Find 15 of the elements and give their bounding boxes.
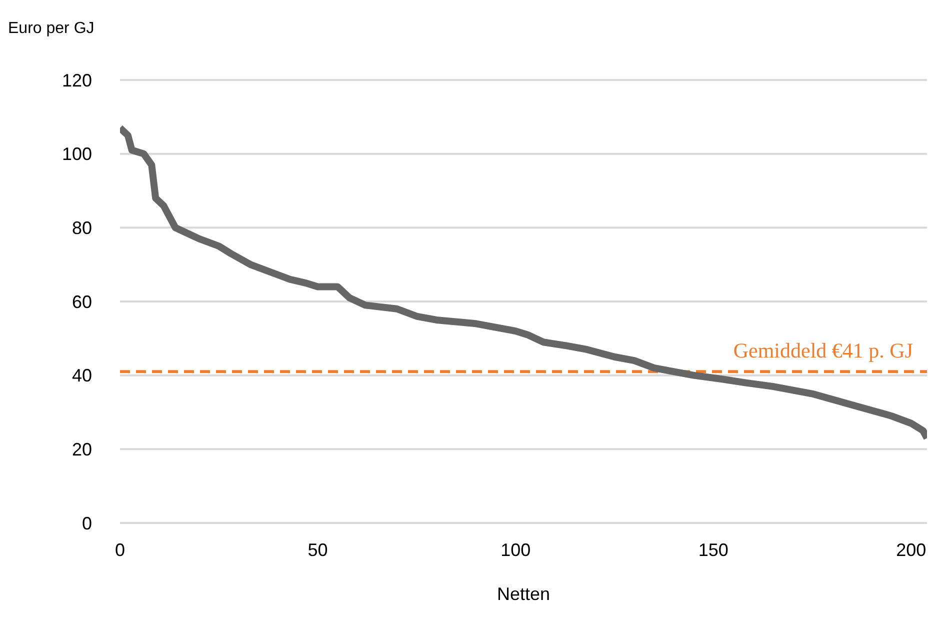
x-tick-label: 0 [114, 540, 126, 560]
y-tick-label: 80 [72, 218, 92, 238]
y-tick-label: 20 [72, 440, 92, 460]
ref-line-label: Gemiddeld €41 p. GJ [733, 338, 913, 363]
x-tick-label: 100 [500, 540, 531, 560]
y-tick-label: 120 [62, 70, 92, 90]
x-tick-label: 200 [896, 540, 926, 560]
y-tick-label: 0 [82, 513, 92, 534]
y-tick-label: 60 [72, 292, 92, 312]
y-axis-title: Euro per GJ [8, 20, 94, 38]
x-tick-label: 150 [698, 540, 728, 560]
x-tick-label: 50 [308, 540, 328, 560]
y-tick-label: 40 [72, 366, 92, 386]
x-axis-title: Netten [496, 584, 550, 604]
y-tick-label: 100 [62, 144, 92, 164]
